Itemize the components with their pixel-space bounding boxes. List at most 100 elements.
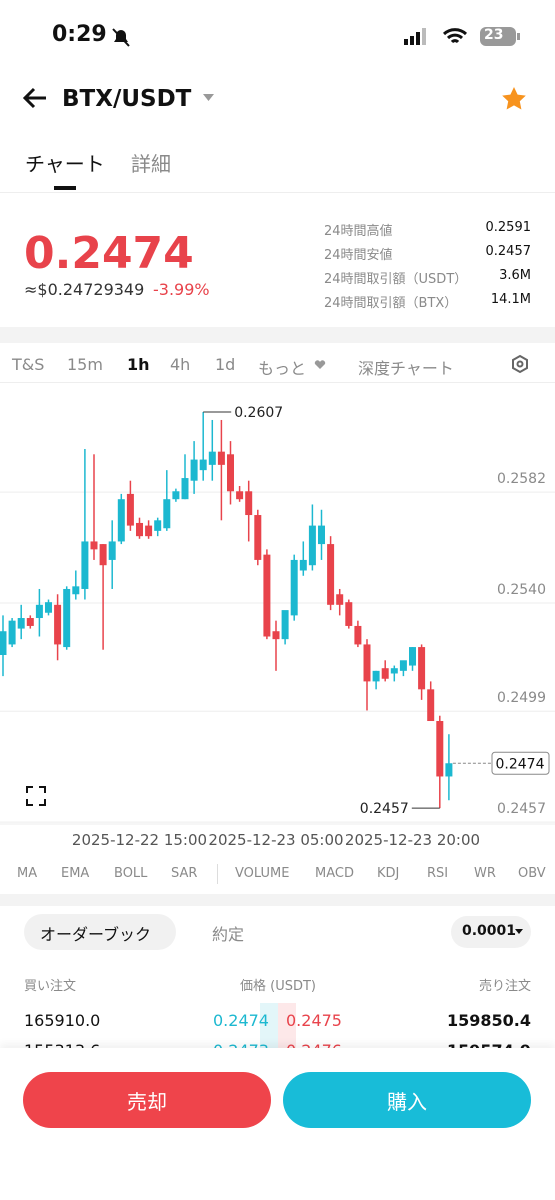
col-bids: 買い注文 <box>24 979 77 994</box>
order-cell: 165910.0 <box>24 1011 101 1030</box>
candle-body <box>63 588 71 648</box>
candle-body <box>308 525 316 566</box>
stat-value: 3.6M <box>499 268 531 283</box>
candle-body <box>54 604 62 645</box>
stat-label: 24時間取引額（BTX） <box>324 296 458 311</box>
section-gap <box>0 894 555 906</box>
clock: 0:29 <box>52 22 107 47</box>
favorite-star[interactable] <box>500 85 528 113</box>
order-cell: 159850.4 <box>446 1011 531 1030</box>
order-cell: 0.2475 <box>286 1011 342 1030</box>
candle-body <box>45 602 52 613</box>
buy-button[interactable]: 購入 <box>283 1072 531 1128</box>
y-tick-label: 0.2457 <box>497 801 546 817</box>
fullscreen-icon[interactable] <box>26 786 46 806</box>
last-price-box <box>491 751 550 775</box>
sell-button[interactable]: 売却 <box>23 1072 271 1128</box>
battery-level: 23 <box>484 27 504 43</box>
precision[interactable]: 0.0001 <box>462 923 517 939</box>
indicator: OBV <box>518 866 546 881</box>
candle-body <box>427 689 435 722</box>
candle-body <box>318 525 325 545</box>
candle-body <box>445 763 453 777</box>
candle-body <box>436 721 444 777</box>
indicator: BOLL <box>114 866 148 881</box>
tab-chart[interactable]: チャート <box>25 152 105 176</box>
dropdown-icon <box>515 929 523 934</box>
candle-body <box>409 647 416 666</box>
candle-body <box>126 493 134 526</box>
indicator: MACD <box>315 866 354 881</box>
indicator: KDJ <box>377 866 400 881</box>
candle-body <box>299 559 307 571</box>
interval-active[interactable]: 1h <box>127 355 150 374</box>
usd-price: ≈$0.24729349 <box>24 280 145 299</box>
candle-body <box>363 644 371 682</box>
candle-body <box>35 604 43 619</box>
indicator: SAR <box>171 866 198 881</box>
candle-body <box>208 451 216 465</box>
interval-more[interactable]: もっと <box>258 359 307 378</box>
interval[interactable]: 15m <box>67 355 103 374</box>
trades-tab[interactable]: 約定 <box>212 925 245 944</box>
y-tick-label: 0.2540 <box>497 582 546 598</box>
interval[interactable]: 4h <box>170 355 191 374</box>
candle-body <box>327 544 335 605</box>
candle-body <box>108 541 116 560</box>
candle-body <box>245 491 253 516</box>
high-label: 0.2607 <box>234 405 283 421</box>
stat-value: 0.2457 <box>485 244 532 259</box>
candle-body <box>0 631 7 655</box>
candle-body <box>8 620 16 645</box>
candle-body <box>290 559 298 616</box>
candle-body <box>199 459 207 471</box>
candle-body <box>145 525 153 537</box>
y-tick-label: 0.2582 <box>497 471 546 487</box>
candle-body <box>254 515 262 560</box>
depth-chart[interactable]: 深度チャート <box>358 359 454 378</box>
indicator: WR <box>474 866 496 881</box>
x-tick-label: 2025-12-23 20:00 <box>345 831 480 849</box>
candle-body <box>381 668 389 679</box>
candle-body <box>399 660 407 671</box>
candle-body <box>117 499 125 542</box>
candle-body <box>26 618 34 626</box>
last-price-label: 0.2474 <box>496 756 545 772</box>
stat-value: 0.2591 <box>485 220 532 235</box>
more-heart <box>314 360 326 369</box>
candle-body <box>163 499 171 529</box>
pair-title[interactable]: BTX/USDT <box>62 86 192 112</box>
candle-body <box>281 610 289 640</box>
settings-icon[interactable] <box>510 354 530 374</box>
indicator: EMA <box>61 866 90 881</box>
back-button[interactable] <box>22 86 48 110</box>
candle-body <box>99 544 107 566</box>
low-label: 0.2457 <box>360 801 409 817</box>
section-gap <box>0 327 555 343</box>
divider <box>0 192 555 193</box>
candle-body <box>136 522 143 537</box>
candle-body <box>372 670 380 682</box>
x-tick-label: 2025-12-22 15:00 <box>72 831 207 849</box>
interval[interactable]: 1d <box>215 355 236 374</box>
candle-body <box>81 541 89 589</box>
stat-value: 14.1M <box>490 292 531 307</box>
stat-label: 24時間安値 <box>324 248 393 263</box>
interval[interactable]: T&S <box>12 355 45 374</box>
orderbook-tab[interactable]: オーダーブック <box>40 925 152 944</box>
candle-body <box>336 594 344 605</box>
indicator: MA <box>17 866 38 881</box>
price-change: -3.99% <box>153 280 210 299</box>
tab-detail[interactable]: 詳細 <box>131 152 171 176</box>
divider <box>217 864 218 884</box>
candle-body <box>345 602 353 626</box>
tab-indicator <box>54 186 76 190</box>
indicator: RSI <box>427 866 449 881</box>
col-price: 価格 (USDT) <box>240 979 316 994</box>
candle-body <box>190 459 198 481</box>
indicator: VOLUME <box>235 866 290 881</box>
candle-body <box>172 491 180 500</box>
col-asks: 売り注文 <box>478 979 531 994</box>
x-tick-label: 2025-12-23 05:00 <box>208 831 343 849</box>
